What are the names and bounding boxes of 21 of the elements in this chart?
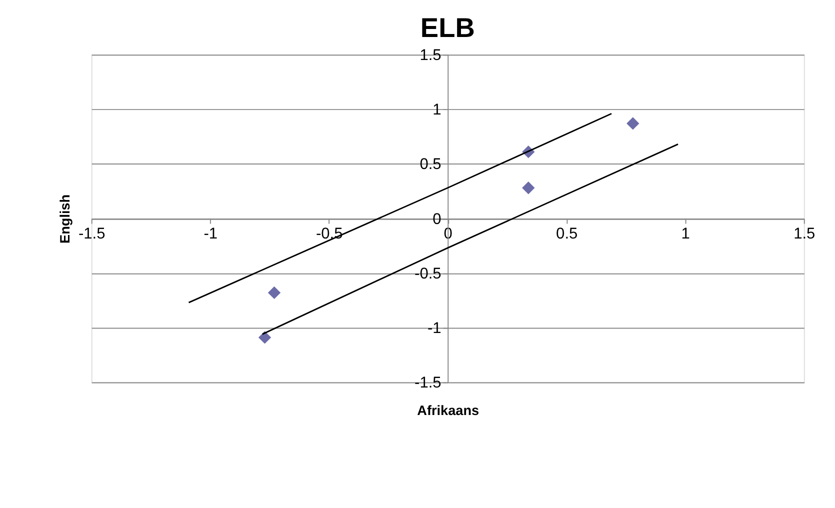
x-tick-label: 1.5 — [794, 225, 816, 242]
y-tick-label: 1.5 — [420, 47, 442, 64]
y-tick-label: 0 — [432, 210, 442, 228]
x-tick-label: -0.5 — [316, 225, 343, 242]
x-tick-label: 1 — [681, 225, 690, 242]
y-tick-label: -1 — [427, 320, 442, 337]
x-tick-label: 0 — [444, 225, 453, 242]
point — [626, 117, 640, 130]
chart-title: ELB — [420, 12, 475, 44]
y-tick-label: -1.5 — [414, 374, 442, 392]
x-axis-title: Afrikaans — [417, 402, 480, 418]
x-tick-label: -1.5 — [78, 225, 106, 242]
point — [258, 331, 272, 344]
y-tick-label: 1 — [432, 102, 442, 119]
point — [268, 286, 281, 300]
y-axis-title: English — [58, 194, 72, 244]
y-tick-label: -0.5 — [414, 265, 442, 282]
x-tick-label: -1 — [204, 225, 218, 242]
x-tick-label: 0.5 — [556, 225, 578, 242]
y-tick-label: 0.5 — [420, 156, 442, 174]
point — [522, 182, 535, 194]
